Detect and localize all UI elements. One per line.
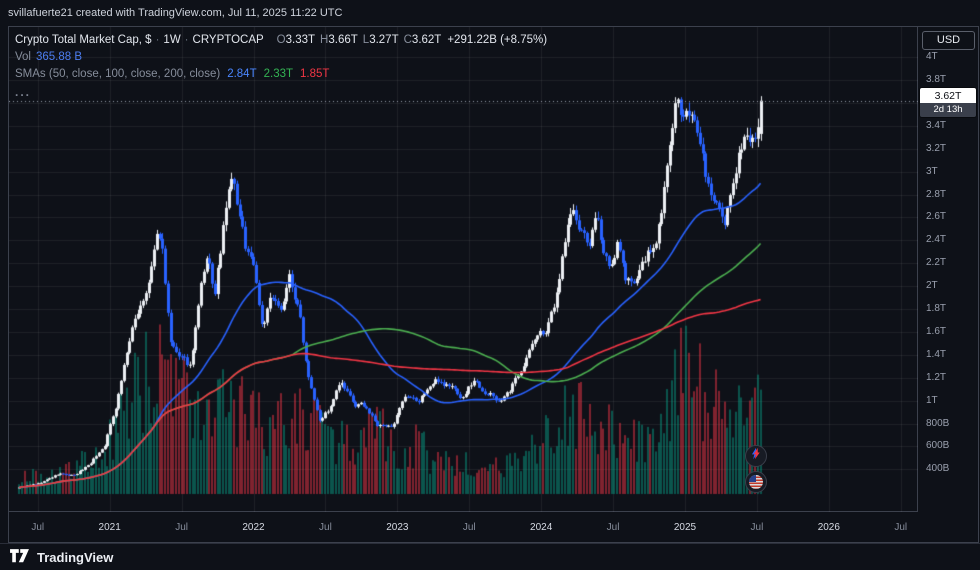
separator-dot: · — [184, 34, 189, 46]
footer-bar: TradingView — [0, 543, 980, 570]
volume-value: 365.88 B — [36, 51, 83, 63]
bolt-icon — [750, 447, 763, 465]
smas-row: SMAs (50, close, 100, close, 200, close)… — [15, 66, 547, 83]
price-axis-tick: 400B — [926, 463, 950, 475]
high-label: H — [320, 34, 329, 46]
symbol-title[interactable]: Crypto Total Market Cap, $ — [15, 34, 152, 46]
price-axis-tick: 2.6T — [926, 211, 947, 223]
price-axis-tick: 2.8T — [926, 188, 947, 200]
separator-dot: · — [155, 34, 160, 46]
price-axis-tick: 2T — [926, 280, 938, 292]
ohlc-values: O3.33T H3.66T L3.27T C3.62T — [272, 34, 442, 46]
close-value: 3.62T — [411, 34, 442, 46]
price-axis[interactable]: USD 3.62T 2d 13h 4T3.8T3.6T3.4T3.2T3T2.8… — [919, 27, 980, 512]
attribution-bar: svillafuerte21 created with TradingView.… — [8, 7, 343, 19]
time-axis-tick: 2021 — [98, 522, 121, 533]
time-axis-tick: Jul — [606, 522, 620, 533]
price-axis-tick: 2.2T — [926, 257, 947, 269]
time-axis[interactable]: Jul 2021 Jul 2022 Jul 2023 Jul 2024 Jul 2025 Jul 20… — [9, 513, 918, 543]
time-axis-tick: Jul — [894, 522, 908, 533]
price-axis-tick: 1.2T — [926, 371, 947, 383]
price-axis-tick: 2.4T — [926, 234, 947, 246]
us-flag-icon — [749, 475, 763, 489]
price-axis-tick: 4T — [926, 51, 938, 63]
low-label: L — [362, 34, 370, 46]
sma100-value: 2.33T — [263, 68, 294, 80]
time-axis-tick: 2026 — [817, 522, 840, 533]
price-axis-tick: 3T — [926, 165, 938, 177]
price-axis-tick: 3.2T — [926, 142, 947, 154]
time-axis-tick: Jul — [175, 522, 188, 533]
interval-label[interactable]: 1W — [163, 34, 181, 46]
chart-legend: Crypto Total Market Cap, $ · 1W · CRYPTOCAP O… — [15, 32, 547, 99]
tradingview-brand[interactable]: TradingView — [37, 549, 114, 565]
chart-region: Crypto Total Market Cap, $ · 1W · CRYPTOCAP O… — [8, 26, 979, 543]
more-button[interactable]: ... — [15, 85, 32, 99]
time-axis-tick: 2025 — [673, 522, 697, 533]
close-label: C — [403, 34, 412, 46]
time-axis-tick: Jul — [31, 522, 45, 533]
price-axis-tick: 1.6T — [926, 325, 947, 337]
time-axis-tick: Jul — [319, 522, 332, 533]
chart-pane: Crypto Total Market Cap, $ · 1W · CRYPTOCAP O… — [9, 27, 918, 512]
time-axis-tick: 2024 — [530, 522, 553, 533]
time-axis-tick: 2022 — [242, 522, 265, 533]
price-axis-tick: 3.8T — [926, 74, 947, 86]
sma50-value: 2.84T — [227, 68, 257, 80]
symbol-row: Crypto Total Market Cap, $ · 1W · CRYPTOCAP O… — [15, 32, 547, 49]
quick-trade-button[interactable] — [745, 445, 767, 467]
time-axis-tick: 2023 — [386, 522, 409, 533]
open-label: O — [276, 34, 286, 46]
time-axis-tick: Jul — [750, 522, 764, 533]
price-chart-canvas[interactable] — [9, 27, 918, 512]
exchange-label: CRYPTOCAP — [192, 34, 264, 46]
price-axis-tick: 800B — [926, 417, 950, 429]
last-price-label: 3.62T 2d 13h — [920, 87, 976, 117]
low-value: 3.27T — [369, 34, 399, 46]
last-price-value: 3.62T — [920, 87, 976, 103]
volume-label[interactable]: Vol — [15, 51, 31, 63]
tradingview-logo-icon[interactable] — [9, 547, 30, 568]
market-flag-button[interactable] — [745, 471, 767, 493]
time-axis-tick: Jul — [462, 522, 476, 533]
sma200-value: 1.85T — [300, 68, 330, 80]
smas-label[interactable]: SMAs (50, close, 100, close, 200, close) — [15, 68, 221, 80]
price-axis-tick: 1.4T — [926, 348, 947, 360]
price-axis-tick: 1T — [926, 394, 938, 406]
volume-row: Vol 365.88 B — [15, 49, 547, 66]
price-axis-tick: 600B — [926, 440, 950, 452]
open-value: 3.33T — [285, 34, 316, 46]
price-axis-tick: 1.8T — [926, 303, 947, 315]
high-value: 3.66T — [328, 34, 358, 46]
change-value: +291.22B (+8.75%) — [447, 34, 548, 46]
price-axis-tick: 3.4T — [926, 119, 947, 131]
bar-countdown: 2d 13h — [920, 102, 976, 117]
currency-button[interactable]: USD — [922, 31, 975, 50]
